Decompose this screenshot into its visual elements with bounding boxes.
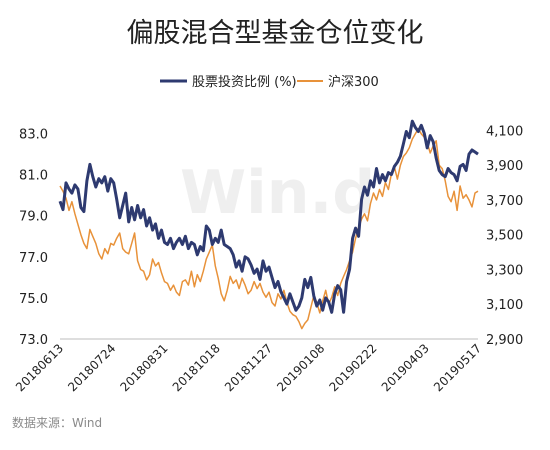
x-tick-label: 20180831 xyxy=(118,341,171,394)
x-tick-label: 20180613 xyxy=(13,341,66,394)
right-y-tick-label: 3,700 xyxy=(486,194,523,209)
right-y-tick-label: 2,900 xyxy=(486,333,523,348)
left-y-tick-label: 81.0 xyxy=(19,169,48,184)
right-y-tick-label: 4,100 xyxy=(486,124,523,139)
line-series-1 xyxy=(59,127,479,330)
x-tick-label: 20181127 xyxy=(222,341,275,394)
x-tick-label: 20181018 xyxy=(170,341,223,394)
left-y-tick-label: 79.0 xyxy=(19,210,48,225)
right-y-tick-label: 3,900 xyxy=(486,159,523,174)
right-y-tick-label: 3,300 xyxy=(486,263,523,278)
watermark: Win.d xyxy=(180,158,375,228)
x-tick-label: 20190222 xyxy=(327,341,380,394)
right-y-tick-label: 3,100 xyxy=(486,298,523,313)
left-y-tick-label: 75.0 xyxy=(19,292,48,307)
right-y-tick-label: 3,500 xyxy=(486,229,523,244)
line-series-0 xyxy=(58,119,479,314)
legend-label-series-0: 股票投资比例 (%) xyxy=(192,74,297,90)
x-tick-label: 20190517 xyxy=(431,341,484,394)
legend: 股票投资比例 (%) 沪深300 xyxy=(160,74,379,90)
x-tick-label: 20190403 xyxy=(379,341,432,394)
left-y-tick-label: 77.0 xyxy=(19,251,48,266)
x-tick-label: 20190108 xyxy=(274,341,327,394)
left-y-tick-label: 83.0 xyxy=(19,128,48,143)
x-tick-label: 20180724 xyxy=(65,341,118,394)
left-y-axis: 73.0 75.0 77.0 79.0 81.0 83.0 xyxy=(19,128,48,348)
source-note: 数据来源：Wind xyxy=(12,415,102,430)
legend-label-series-1: 沪深300 xyxy=(328,74,379,90)
left-y-tick-label: 73.0 xyxy=(19,333,48,348)
chart-title: 偏股混合型基金仓位变化 xyxy=(127,18,424,49)
right-y-axis: 2,900 3,100 3,300 3,500 3,700 3,900 4,100 xyxy=(486,124,523,348)
x-axis: 20180613 20180724 20180831 20181018 20181127… xyxy=(13,341,484,394)
